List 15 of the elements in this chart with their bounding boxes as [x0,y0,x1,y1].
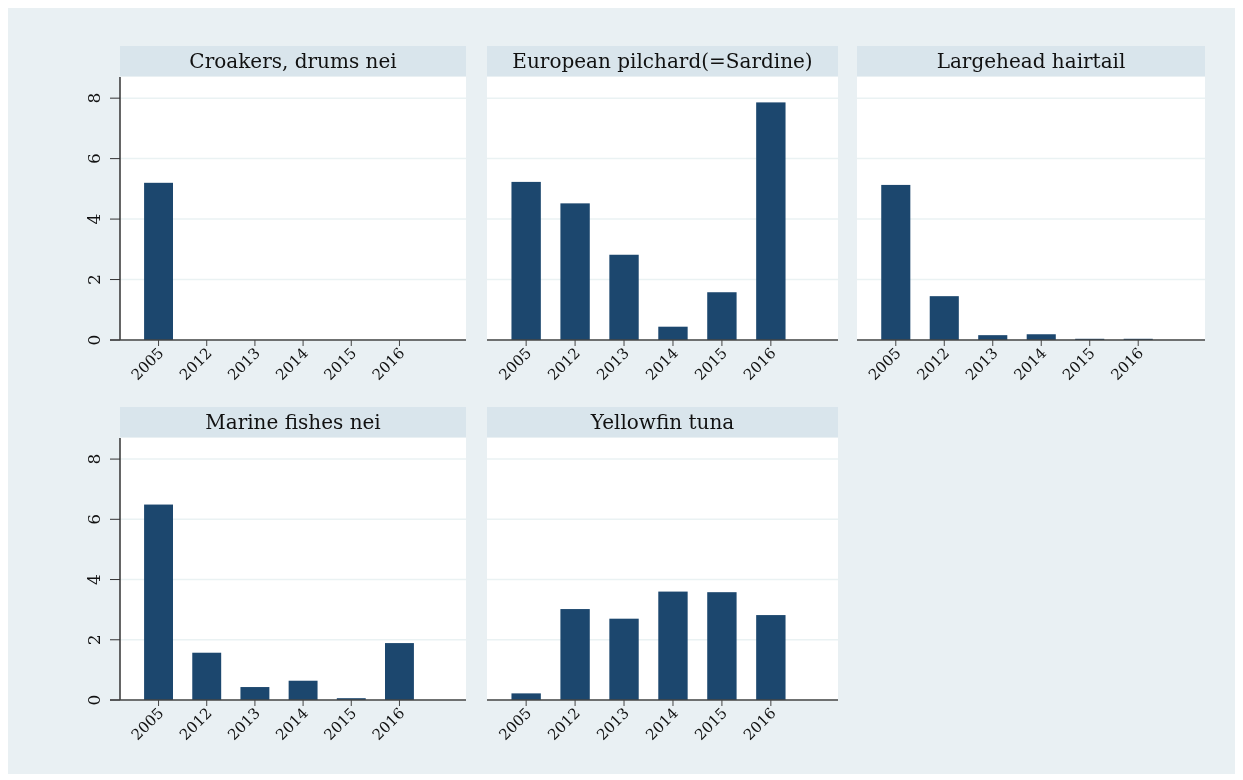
y-tick-label: 6 [84,153,104,165]
y-tick-label: 2 [84,274,104,285]
chart-title: Largehead hairtail [936,49,1126,73]
chart-title: Croakers, drums nei [189,49,397,73]
y-tick-label: 2 [84,634,104,646]
chart-title: Marine fishes nei [205,410,381,434]
y-tick-label: 4 [84,213,104,225]
y-tick-label: 8 [84,92,104,104]
y-tick-label: 0 [84,334,104,346]
chart-title: Yellowfin tuna [589,410,735,434]
y-tick-label: 8 [84,453,104,465]
y-tick-label: 0 [84,694,104,706]
chart-title: European pilchard(=Sardine) [512,49,813,73]
y-tick-label: 6 [84,513,104,525]
y-tick-label: 4 [84,574,104,585]
